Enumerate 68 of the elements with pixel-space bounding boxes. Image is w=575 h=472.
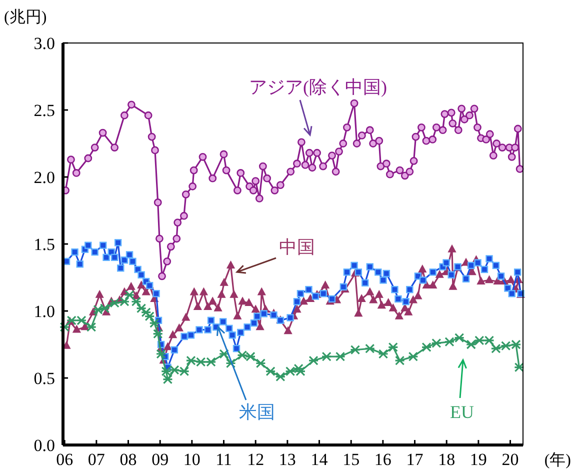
point bbox=[92, 304, 104, 314]
x-tick-label: 18 bbox=[438, 450, 456, 469]
point bbox=[408, 352, 418, 362]
series-label: アジア(除く中国) bbox=[249, 77, 387, 97]
point bbox=[284, 366, 296, 376]
y-tick-label: 2.5 bbox=[34, 100, 55, 120]
point bbox=[206, 357, 216, 367]
x-tick-label: 08 bbox=[120, 450, 137, 469]
point bbox=[156, 349, 166, 359]
y-tick-label: 1.5 bbox=[34, 234, 55, 254]
x-tick-label: 17 bbox=[406, 450, 424, 469]
point bbox=[378, 349, 389, 359]
x-axis-title: (年) bbox=[544, 452, 571, 469]
point bbox=[394, 356, 406, 366]
point bbox=[514, 362, 524, 372]
point bbox=[152, 328, 164, 339]
point bbox=[510, 340, 522, 350]
point bbox=[149, 318, 160, 328]
point bbox=[308, 356, 319, 366]
x-tick-label: 10 bbox=[183, 450, 200, 469]
y-tick-label: 2.0 bbox=[34, 168, 55, 187]
point bbox=[99, 304, 110, 314]
x-tick-label: 09 bbox=[152, 450, 169, 469]
x-tick-label: 20 bbox=[502, 450, 519, 469]
point bbox=[444, 337, 455, 347]
point bbox=[334, 352, 346, 362]
point bbox=[364, 344, 376, 354]
point bbox=[421, 342, 432, 352]
point bbox=[119, 296, 130, 306]
point bbox=[225, 358, 236, 368]
point bbox=[162, 374, 174, 384]
point bbox=[350, 345, 361, 355]
y-axis-title: (兆円) bbox=[4, 8, 47, 26]
x-tick-label: 16 bbox=[374, 450, 392, 469]
point bbox=[474, 336, 485, 346]
point bbox=[388, 342, 398, 352]
x-tick-label: 07 bbox=[88, 450, 106, 469]
x-tick-label: 15 bbox=[342, 450, 360, 469]
x-tick-label: 06 bbox=[56, 450, 74, 469]
text: EU bbox=[450, 402, 474, 422]
point bbox=[293, 364, 304, 374]
point bbox=[484, 336, 495, 346]
y-tick-label: 0.5 bbox=[34, 368, 55, 388]
y-tick-label: 1.0 bbox=[34, 302, 55, 321]
point bbox=[218, 349, 230, 359]
point bbox=[321, 352, 332, 362]
x-tick-label: 14 bbox=[310, 450, 328, 469]
x-tick-label: 13 bbox=[278, 450, 296, 469]
point bbox=[431, 338, 442, 348]
x-tick-label: 12 bbox=[247, 450, 264, 469]
point bbox=[109, 298, 120, 308]
point bbox=[140, 308, 152, 318]
point bbox=[466, 340, 476, 350]
x-tick-label: 19 bbox=[470, 450, 487, 469]
x-tick-label: 11 bbox=[216, 450, 232, 469]
point bbox=[59, 322, 70, 332]
point bbox=[66, 316, 77, 326]
point bbox=[160, 366, 172, 376]
point bbox=[136, 304, 147, 314]
text: 米国 bbox=[239, 402, 275, 422]
point bbox=[295, 366, 306, 376]
point bbox=[500, 341, 512, 351]
series-label: 中国 bbox=[279, 237, 315, 257]
point bbox=[490, 344, 502, 354]
point bbox=[144, 312, 155, 322]
y-tick-label: 3.0 bbox=[34, 34, 55, 53]
point bbox=[454, 333, 465, 343]
y-tick-label: 0.0 bbox=[34, 436, 55, 455]
